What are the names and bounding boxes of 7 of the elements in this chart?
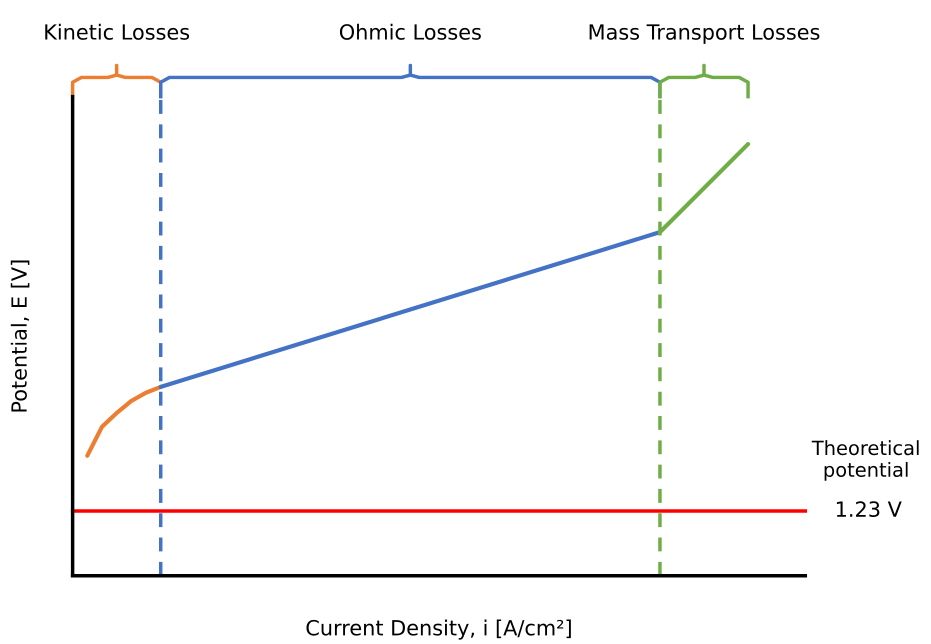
- text: Kinetic Losses: [45, 24, 190, 40]
- text: Theoretical potential: [812, 440, 919, 481]
- ref-line-label: 1.23 V: [836, 501, 902, 518]
- text: Mass Transport Losses: [590, 24, 820, 44]
- x-axis-title: Current Density, i [A/cm²]: [306, 619, 571, 640]
- y-axis-title: Potential, E [V]: [10, 260, 30, 412]
- text: Ohmic Losses: [340, 24, 481, 40]
